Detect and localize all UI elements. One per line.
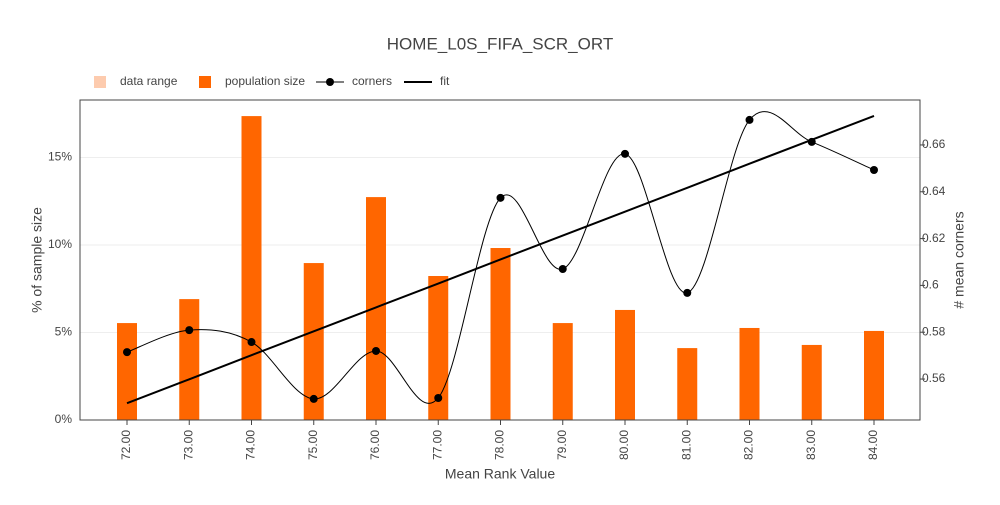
bar	[677, 348, 698, 420]
bar	[303, 263, 324, 420]
y-tick-label: 5%	[55, 325, 73, 339]
x-tick-label: 84.00	[866, 430, 880, 460]
corners-marker	[745, 115, 754, 124]
x-tick-label: 76.00	[368, 430, 382, 460]
y2-tick-label: 0.62	[922, 231, 946, 245]
y-tick-label: 15%	[48, 150, 72, 164]
corners-line	[126, 111, 875, 404]
x-tick-label: 81.00	[679, 430, 693, 460]
legend-swatch	[199, 76, 211, 88]
bar	[739, 327, 760, 420]
bar	[801, 344, 822, 420]
legend-label: corners	[352, 74, 392, 88]
legend-label: population size	[225, 74, 305, 88]
x-tick-label: 74.00	[244, 430, 258, 460]
x-tick-label: 72.00	[119, 430, 133, 460]
bar	[117, 323, 137, 420]
corners-marker	[496, 193, 505, 202]
y2-tick-label: 0.6	[922, 278, 939, 292]
bar	[179, 299, 200, 420]
plot-frame	[79, 99, 921, 421]
bar	[366, 197, 386, 420]
y-tick-label: 0%	[55, 412, 73, 426]
bar	[428, 276, 449, 420]
y2-tick-label: 0.58	[922, 324, 946, 338]
corners-marker	[185, 326, 194, 335]
corners-marker	[372, 346, 380, 355]
bar	[552, 323, 573, 420]
y2-tick-label: 0.66	[922, 137, 946, 151]
fit-line	[126, 114, 875, 405]
x-tick-label: 77.00	[430, 430, 444, 460]
x-axis-title: Mean Rank Value	[445, 466, 555, 482]
corners-marker	[434, 393, 443, 402]
y2-axis-title: # mean corners	[951, 211, 967, 308]
x-tick-label: 78.00	[493, 430, 507, 460]
bar	[490, 248, 511, 420]
x-tick-label: 83.00	[804, 430, 818, 460]
corners-marker	[683, 288, 692, 297]
legend-label: fit	[440, 74, 450, 88]
x-tick-label: 79.00	[555, 430, 569, 460]
chart-title: HOME_L0S_FIFA_SCR_ORT	[387, 34, 613, 53]
corners-marker	[870, 165, 878, 174]
x-tick-label: 80.00	[617, 430, 631, 460]
bar	[615, 309, 635, 420]
y-axis-title: % of sample size	[29, 207, 45, 313]
legend-swatch	[326, 78, 334, 86]
corners-marker	[123, 348, 131, 357]
corners-marker	[247, 338, 256, 347]
x-tick-label: 82.00	[742, 430, 756, 460]
x-tick-label: 75.00	[306, 430, 320, 460]
legend-swatch	[94, 76, 106, 88]
legend-label: data range	[120, 74, 178, 88]
y2-tick-label: 0.64	[922, 184, 946, 198]
corners-marker	[309, 394, 318, 403]
bar	[241, 116, 262, 421]
y-tick-label: 10%	[48, 237, 72, 251]
corners-marker	[621, 149, 629, 158]
bar	[864, 330, 884, 420]
corners-marker	[558, 265, 567, 274]
y2-tick-label: 0.56	[922, 371, 946, 385]
x-tick-label: 73.00	[181, 430, 195, 460]
